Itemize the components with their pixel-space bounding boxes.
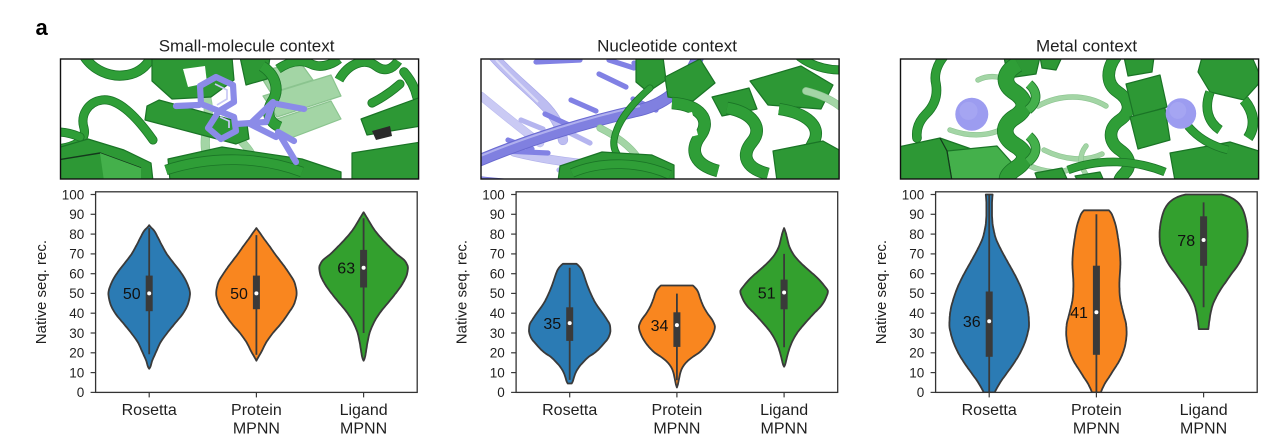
svg-text:MPNN: MPNN bbox=[653, 421, 700, 438]
svg-text:36: 36 bbox=[963, 314, 981, 331]
svg-text:50: 50 bbox=[909, 286, 924, 301]
svg-text:Rosetta: Rosetta bbox=[962, 402, 1017, 419]
svg-text:Nucleotide context: Nucleotide context bbox=[597, 37, 737, 56]
svg-text:Small-molecule context: Small-molecule context bbox=[159, 37, 335, 56]
svg-text:50: 50 bbox=[230, 286, 248, 303]
svg-text:Metal context: Metal context bbox=[1036, 37, 1137, 56]
svg-text:10: 10 bbox=[909, 365, 924, 380]
svg-text:MPNN: MPNN bbox=[1180, 421, 1227, 438]
svg-text:51: 51 bbox=[758, 285, 776, 302]
svg-text:60: 60 bbox=[69, 267, 84, 282]
svg-text:50: 50 bbox=[490, 286, 505, 301]
svg-text:MPNN: MPNN bbox=[1073, 421, 1120, 438]
svg-text:Ligand: Ligand bbox=[340, 402, 388, 419]
svg-text:MPNN: MPNN bbox=[233, 421, 280, 438]
svg-text:0: 0 bbox=[497, 385, 505, 400]
svg-text:0: 0 bbox=[917, 385, 925, 400]
svg-text:Protein: Protein bbox=[231, 402, 282, 419]
svg-text:a: a bbox=[36, 15, 49, 40]
svg-text:35: 35 bbox=[543, 316, 561, 333]
svg-text:70: 70 bbox=[69, 247, 84, 262]
svg-text:40: 40 bbox=[490, 306, 505, 321]
svg-text:Ligand: Ligand bbox=[760, 402, 808, 419]
svg-text:50: 50 bbox=[69, 286, 84, 301]
svg-text:Native seq. rec.: Native seq. rec. bbox=[33, 240, 50, 344]
svg-text:30: 30 bbox=[490, 326, 505, 341]
svg-text:70: 70 bbox=[909, 247, 924, 262]
svg-text:Native seq. rec.: Native seq. rec. bbox=[873, 240, 890, 344]
svg-text:Protein: Protein bbox=[1071, 402, 1122, 419]
svg-text:Rosetta: Rosetta bbox=[542, 402, 597, 419]
svg-text:80: 80 bbox=[490, 227, 505, 242]
svg-text:100: 100 bbox=[62, 187, 85, 202]
svg-text:34: 34 bbox=[651, 318, 669, 335]
svg-text:100: 100 bbox=[482, 187, 505, 202]
svg-text:78: 78 bbox=[1177, 233, 1195, 250]
svg-text:80: 80 bbox=[69, 227, 84, 242]
svg-text:70: 70 bbox=[490, 247, 505, 262]
svg-text:Ligand: Ligand bbox=[1180, 402, 1228, 419]
svg-text:MPNN: MPNN bbox=[340, 421, 387, 438]
svg-text:40: 40 bbox=[69, 306, 84, 321]
svg-text:Protein: Protein bbox=[652, 402, 703, 419]
svg-text:40: 40 bbox=[909, 306, 924, 321]
svg-text:Rosetta: Rosetta bbox=[122, 402, 177, 419]
svg-text:10: 10 bbox=[69, 365, 84, 380]
svg-text:41: 41 bbox=[1070, 305, 1088, 322]
svg-text:60: 60 bbox=[490, 267, 505, 282]
svg-text:30: 30 bbox=[909, 326, 924, 341]
svg-text:50: 50 bbox=[123, 286, 141, 303]
svg-text:90: 90 bbox=[69, 207, 84, 222]
svg-text:60: 60 bbox=[909, 267, 924, 282]
svg-text:20: 20 bbox=[69, 346, 84, 361]
svg-text:90: 90 bbox=[490, 207, 505, 222]
svg-text:10: 10 bbox=[490, 365, 505, 380]
svg-text:30: 30 bbox=[69, 326, 84, 341]
svg-text:0: 0 bbox=[77, 385, 85, 400]
svg-text:80: 80 bbox=[909, 227, 924, 242]
svg-text:63: 63 bbox=[337, 261, 355, 278]
svg-text:100: 100 bbox=[902, 187, 925, 202]
svg-text:Native seq. rec.: Native seq. rec. bbox=[454, 240, 471, 344]
svg-text:90: 90 bbox=[909, 207, 924, 222]
svg-text:20: 20 bbox=[490, 346, 505, 361]
svg-text:20: 20 bbox=[909, 346, 924, 361]
svg-text:MPNN: MPNN bbox=[761, 421, 808, 438]
